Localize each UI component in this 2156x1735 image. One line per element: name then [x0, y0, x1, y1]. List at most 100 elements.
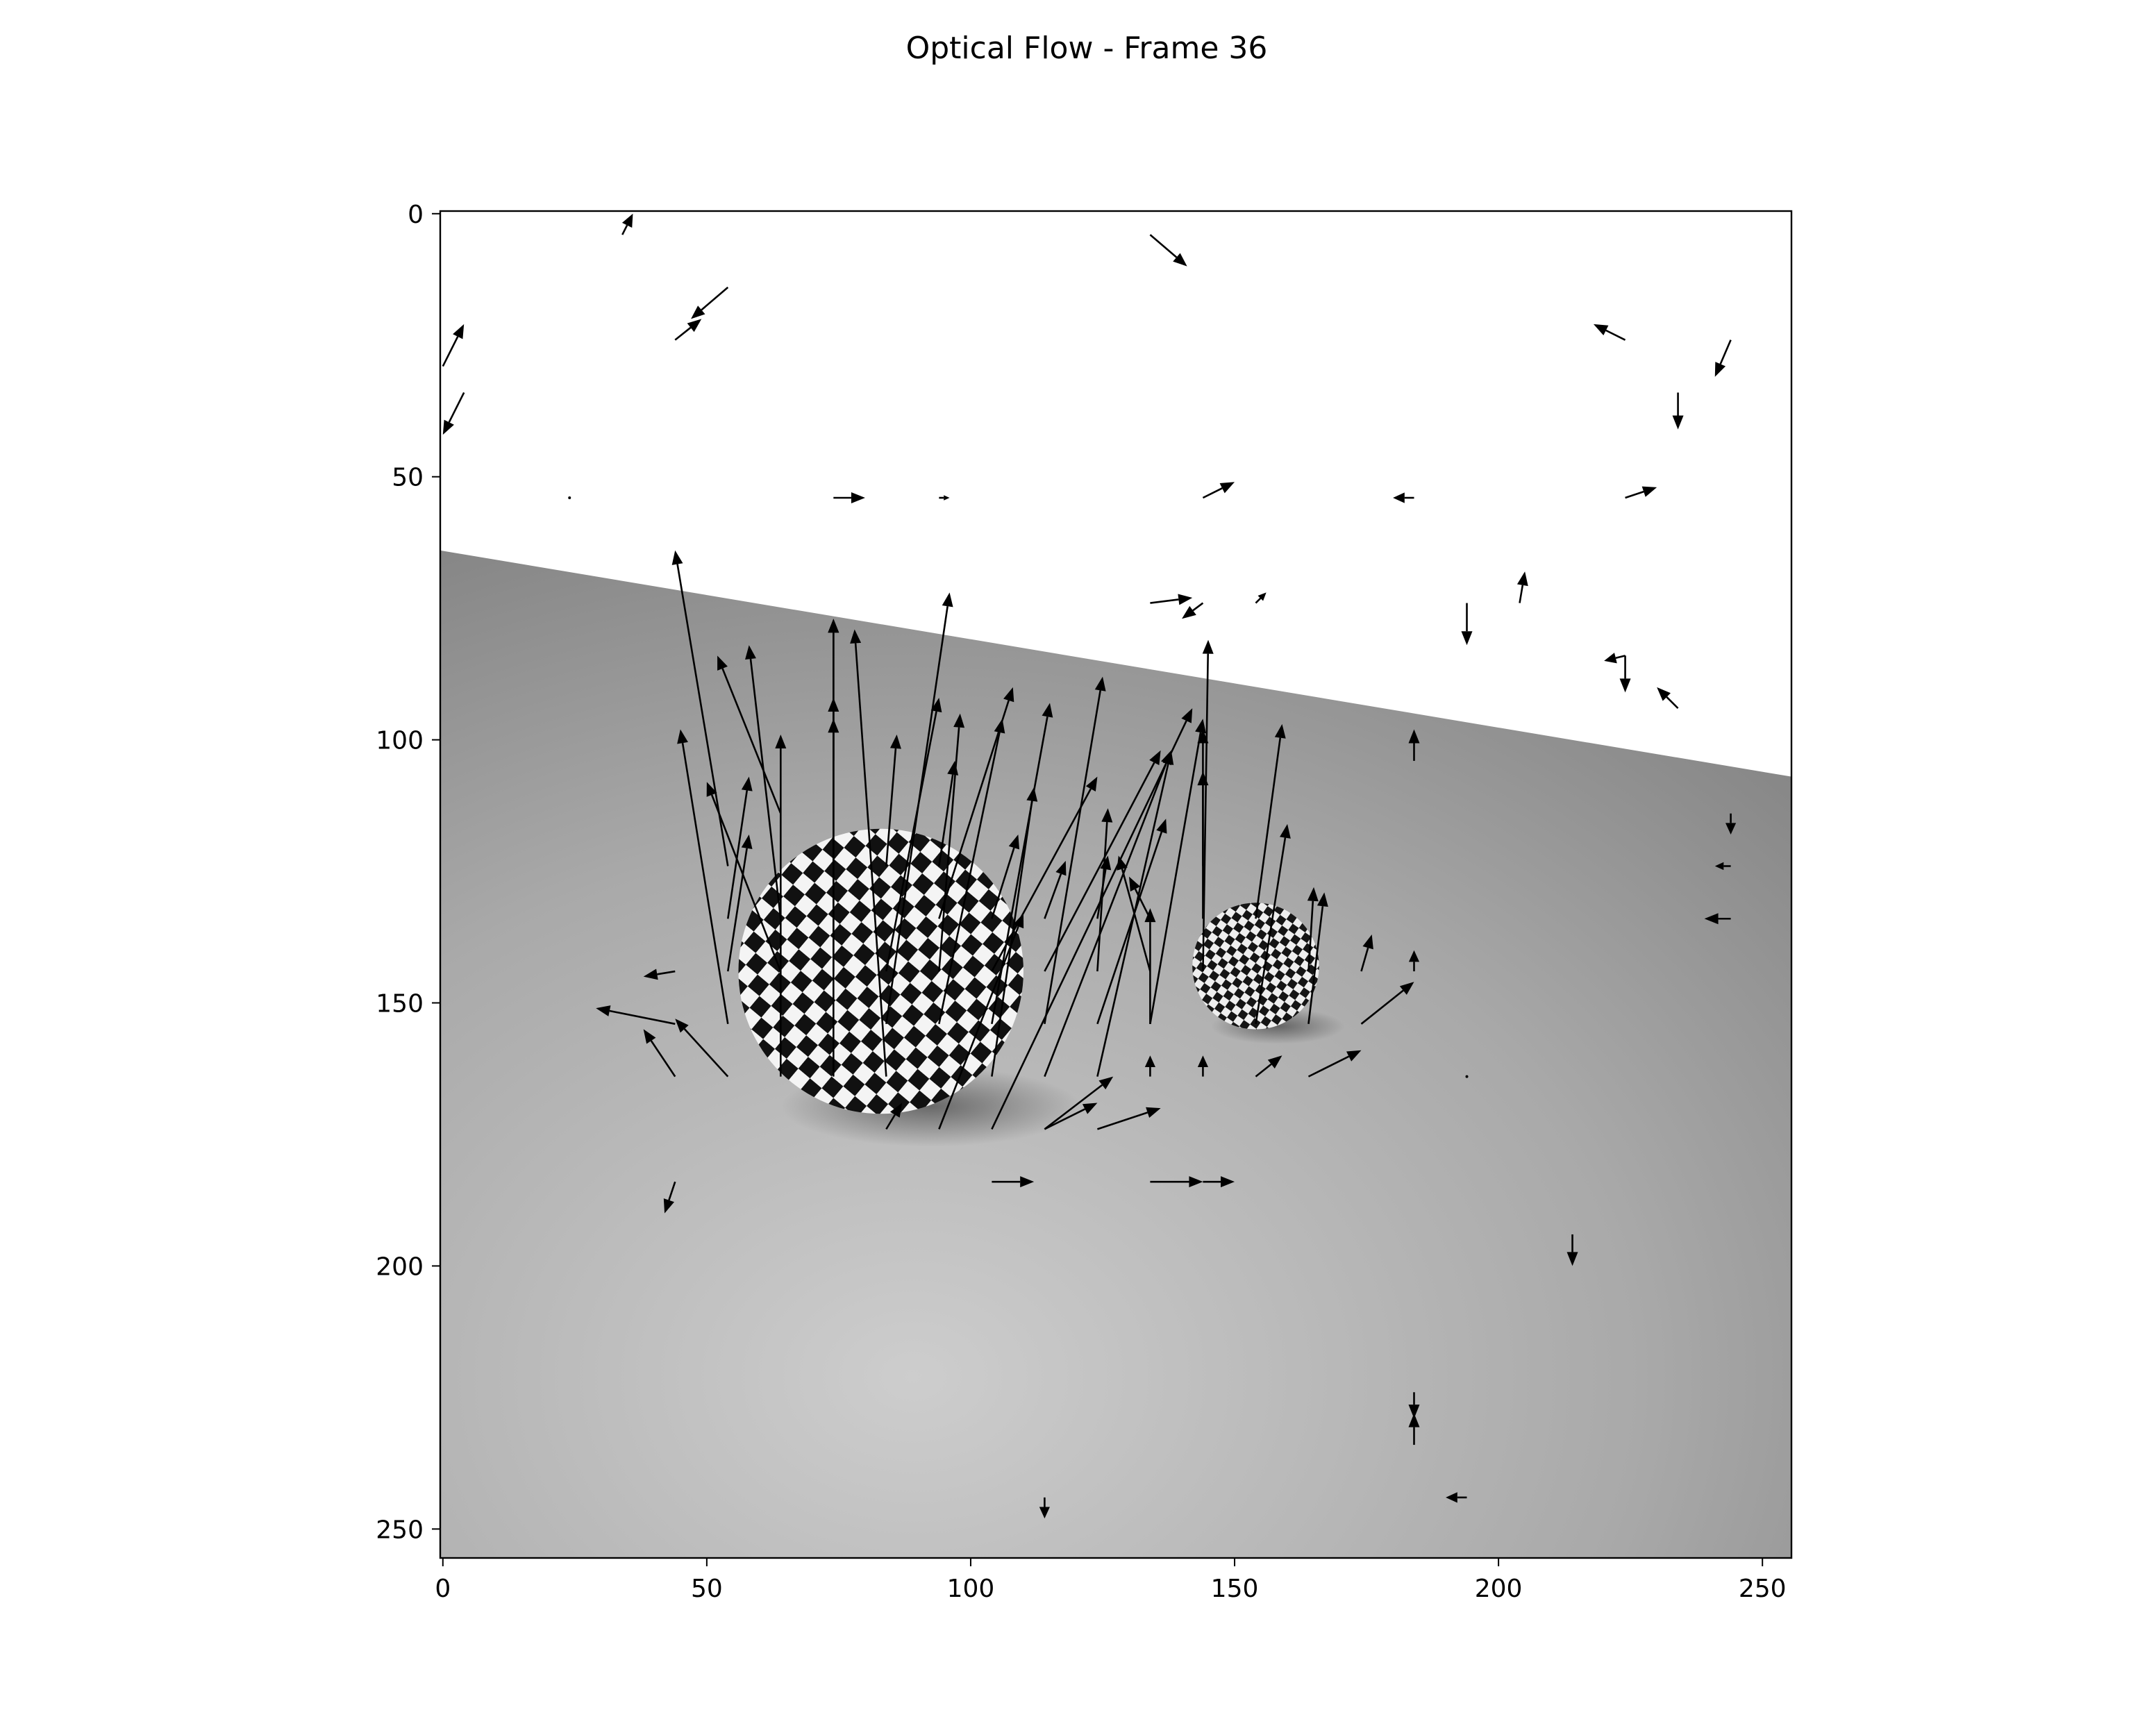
flow-arrow [1307, 887, 1319, 972]
flow-arrow [885, 735, 901, 866]
flow-arrow [1197, 771, 1209, 866]
flow-arrow [1360, 982, 1414, 1025]
flow-arrow [1672, 392, 1684, 430]
flow-arrow [1044, 860, 1067, 919]
flow-arrow [1408, 1413, 1420, 1445]
flow-arrow [1255, 1055, 1282, 1078]
x-tick-label: 100 [947, 1575, 995, 1603]
flow-arrow [596, 1005, 676, 1025]
flow-arrow [1657, 687, 1679, 710]
x-tick-label: 0 [435, 1575, 451, 1603]
x-axis: 0 50 100 150 200 250 [435, 1558, 1787, 1603]
flow-arrow [1255, 592, 1267, 604]
y-tick-label: 200 [376, 1252, 424, 1281]
flow-arrow [1408, 1392, 1420, 1419]
flow-arrow [1197, 1055, 1209, 1077]
flow-arrow [727, 835, 753, 972]
flow-arrow [1461, 603, 1473, 646]
flow-arrow [1714, 862, 1731, 871]
balls-layer [738, 828, 1345, 1147]
flow-arrow [992, 1176, 1035, 1188]
flow-arrow [442, 324, 465, 367]
flow-arrow [991, 776, 1098, 972]
flow-arrow [1096, 1107, 1161, 1130]
flow-arrow [939, 495, 950, 501]
flow-arrow [828, 719, 839, 761]
y-tick-label: 0 [408, 201, 424, 229]
y-tick-label: 150 [376, 990, 424, 1019]
flow-arrow [1203, 1176, 1235, 1188]
flow-arrow [1714, 340, 1732, 377]
large-ball [738, 828, 1023, 1114]
flow-arrow [1044, 1076, 1114, 1130]
flow-arrow [706, 782, 782, 972]
flow-arrow [1149, 719, 1206, 1025]
small-ball [1192, 903, 1319, 1030]
flow-arrow [1044, 750, 1161, 972]
flow-arrow [1129, 876, 1151, 919]
flow-arrow [1604, 653, 1626, 664]
flow-arrow [1182, 602, 1204, 619]
x-tick-label: 150 [1211, 1575, 1259, 1603]
flow-arrow [1096, 808, 1113, 972]
flow-arrow [643, 969, 676, 980]
flow-arrow [850, 629, 887, 1077]
flow-arrow [717, 655, 782, 814]
flow-arrow [885, 1103, 903, 1130]
flow-arrow [568, 496, 571, 500]
x-tick-label: 50 [691, 1575, 723, 1603]
flow-arrow [1625, 486, 1657, 499]
floor-region [440, 550, 1791, 1558]
flow-arrow [885, 697, 942, 972]
y-tick-label: 50 [392, 464, 424, 492]
flow-arrow [991, 708, 1193, 1130]
flow-arrow [1446, 1492, 1467, 1503]
flow-arrow [1255, 823, 1291, 1025]
flow-arrow [1044, 676, 1106, 1025]
flow-arrow [442, 392, 465, 435]
flow-arrow [833, 492, 865, 504]
flow-arrow [1593, 324, 1626, 341]
flow-arrow [1202, 639, 1214, 972]
flow-arrow [1144, 1055, 1155, 1077]
flow-arrow [1255, 723, 1286, 919]
flow-arrow [1408, 729, 1420, 761]
flow-arrow [745, 645, 782, 919]
flow-arrow [991, 835, 1020, 919]
flow-arrow [1619, 655, 1631, 693]
flow-arrow [938, 760, 959, 866]
flow-vectors [442, 213, 1737, 1519]
flow-arrow [1149, 234, 1187, 267]
flow-arrow [1307, 892, 1328, 1024]
flow-arrow [726, 776, 753, 919]
chart-title: Optical Flow - Frame 36 [906, 31, 1268, 66]
flow-arrow [643, 1029, 676, 1078]
background-image [440, 211, 1791, 1558]
flow-arrow [991, 787, 1038, 1077]
flow-arrow [1393, 492, 1414, 503]
flow-arrow [1096, 819, 1167, 1025]
x-tick-label: 200 [1475, 1575, 1523, 1603]
flow-arrow [1150, 594, 1193, 605]
y-tick-label: 250 [376, 1516, 424, 1544]
axes-frame [439, 210, 1793, 1559]
flow-arrow [1096, 855, 1112, 919]
flow-arrow [691, 286, 729, 319]
flow-arrow [1725, 813, 1737, 835]
flow-arrow [675, 1019, 729, 1078]
x-tick-label: 250 [1739, 1575, 1787, 1603]
flow-arrow [674, 319, 702, 341]
flow-arrow [1202, 482, 1235, 499]
flow-arrow [1516, 571, 1528, 603]
flow-arrow [1044, 1103, 1098, 1130]
flow-arrow [677, 729, 729, 1025]
flow-arrow [1566, 1234, 1578, 1266]
flow-arrow [1408, 950, 1420, 972]
flow-arrow [1117, 855, 1151, 972]
flow-arrow [938, 913, 1024, 1130]
y-axis: 0 50 100 150 200 250 [376, 201, 440, 1544]
flow-arrow [1465, 1075, 1469, 1078]
flow-arrow [663, 1181, 676, 1214]
flow-arrow [1307, 1050, 1362, 1078]
